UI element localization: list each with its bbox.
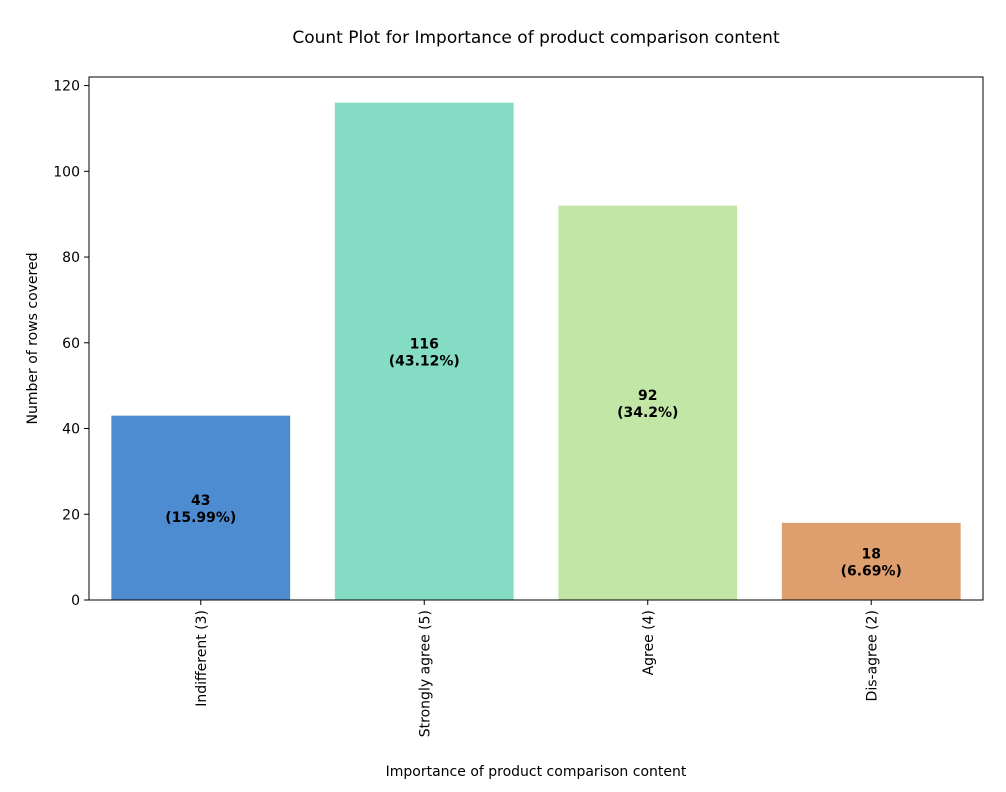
- bar-value-label-1: 116: [410, 336, 439, 352]
- y-tick-label-4: 80: [62, 250, 80, 266]
- y-tick-label-3: 60: [62, 336, 80, 352]
- chart-title: Count Plot for Importance of product com…: [292, 28, 780, 48]
- bar-0: [111, 415, 291, 600]
- y-tick-label-6: 120: [53, 79, 80, 95]
- x-tick-label-1: Strongly agree (5): [417, 610, 433, 737]
- bar-1: [334, 102, 514, 600]
- plot-frame: [88, 76, 984, 601]
- y-tick-label-2: 40: [62, 422, 80, 438]
- bar-percent-label-1: (43.12%): [389, 353, 460, 369]
- y-axis-label: Number of rows covered: [25, 253, 41, 425]
- y-tick-label-5: 100: [53, 164, 80, 180]
- y-tick-label-0: 0: [71, 593, 80, 609]
- bar-percent-label-3: (6.69%): [841, 563, 902, 579]
- x-tick-label-3: Dis-agree (2): [864, 610, 880, 701]
- x-axis-label: Importance of product comparison content: [386, 764, 687, 780]
- bar-value-label-2: 92: [638, 388, 657, 404]
- bar-3: [781, 522, 961, 600]
- bar-value-label-3: 18: [862, 546, 881, 562]
- x-tick-label-2: Agree (4): [641, 610, 657, 675]
- bar-2: [558, 205, 738, 600]
- bar-percent-label-2: (34.2%): [617, 405, 678, 421]
- bar-percent-label-0: (15.99%): [165, 510, 236, 526]
- bar-value-label-0: 43: [191, 493, 210, 509]
- y-tick-label-1: 20: [62, 507, 80, 523]
- x-tick-label-0: Indifferent (3): [194, 610, 210, 707]
